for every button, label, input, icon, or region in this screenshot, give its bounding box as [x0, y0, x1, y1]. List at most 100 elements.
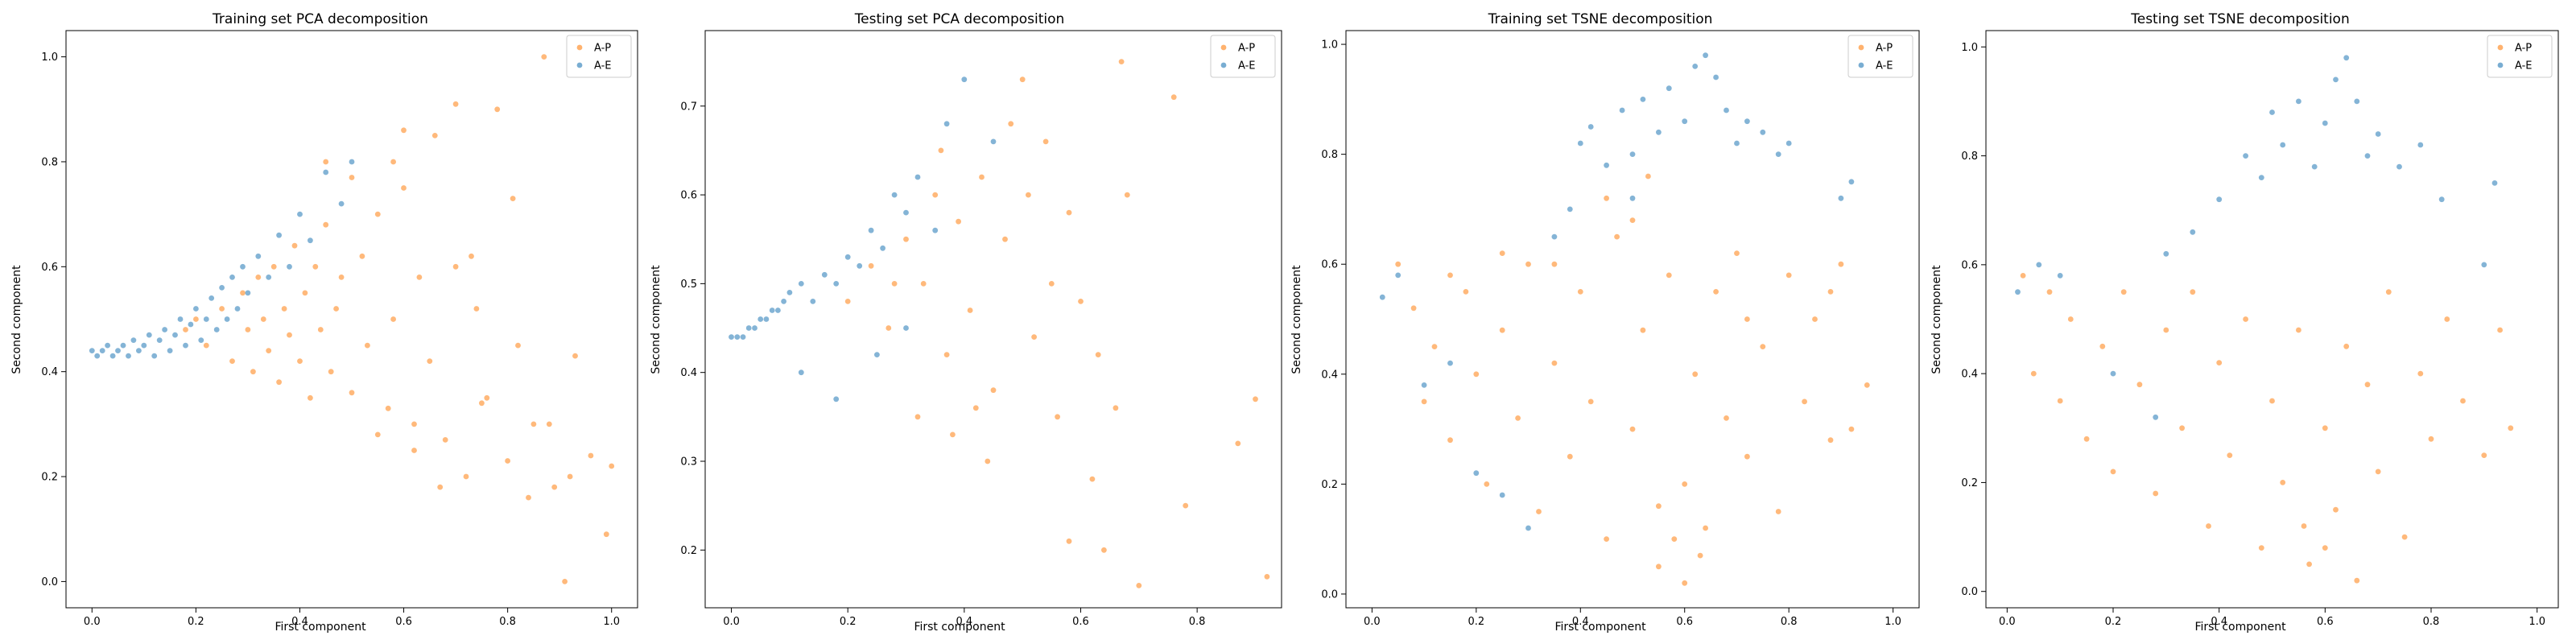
point-a-p: [452, 263, 459, 270]
point-a-p: [287, 332, 292, 338]
point-a-e: [769, 308, 775, 313]
point-a-e: [1734, 140, 1740, 147]
point-a-e: [874, 352, 880, 357]
point-a-e: [1666, 85, 1672, 92]
point-a-p: [551, 484, 558, 490]
point-a-e: [1775, 151, 1781, 158]
point-a-p: [317, 327, 324, 332]
point-a-p: [1551, 360, 1558, 366]
point-a-p: [1734, 250, 1740, 256]
point-a-e: [213, 327, 220, 332]
y-tick-label: 0.0: [41, 576, 58, 588]
point-a-p: [972, 405, 979, 411]
point-a-e: [2190, 229, 2196, 235]
point-a-p: [1473, 371, 1480, 378]
point-a-p: [1864, 382, 1870, 388]
point-a-p: [2153, 490, 2159, 497]
point-a-p: [365, 342, 370, 349]
y-tick-label: 0.0: [1321, 588, 1338, 601]
point-a-p: [1536, 509, 1542, 514]
point-a-e: [287, 263, 292, 270]
point-a-p: [245, 327, 251, 332]
y-tick-label: 1.0: [1961, 42, 1978, 54]
point-a-e: [245, 290, 251, 296]
point-a-p: [2099, 343, 2106, 349]
point-a-p: [2444, 316, 2450, 322]
x-tick-label: 0.2: [2105, 616, 2122, 628]
point-a-e: [734, 334, 741, 340]
point-a-p: [411, 448, 417, 453]
point-a-p: [276, 379, 282, 386]
point-a-p: [932, 192, 939, 198]
point-a-p: [2322, 545, 2328, 551]
axes-frame: [1985, 30, 2559, 609]
x-tick-label: 0.6: [1676, 616, 1693, 628]
point-a-p: [950, 431, 956, 438]
point-a-e: [1619, 107, 1625, 114]
point-a-p: [603, 531, 609, 538]
point-a-p: [868, 262, 874, 269]
point-a-p: [1002, 236, 1008, 242]
point-a-p: [1760, 344, 1766, 349]
legend: A-P A-E: [1210, 35, 1276, 78]
point-a-p: [452, 101, 459, 107]
point-a-p: [1577, 289, 1583, 295]
point-a-e: [1760, 129, 1766, 135]
point-a-p: [349, 175, 355, 180]
y-tick-label: 0.6: [1321, 259, 1338, 271]
point-a-p: [1645, 173, 1651, 180]
y-axis-label: Second component: [1930, 265, 1943, 374]
x-tick-label: 1.0: [603, 616, 620, 628]
x-tick-label: 0.8: [499, 616, 516, 628]
point-a-e: [1499, 492, 1505, 498]
point-a-p: [546, 421, 552, 427]
point-a-p: [1113, 405, 1119, 411]
point-a-e: [1785, 140, 1792, 147]
point-a-e: [203, 316, 209, 322]
point-a-p: [1629, 217, 1636, 223]
legend-label: A-P: [2515, 43, 2532, 55]
point-a-p: [1055, 414, 1060, 420]
point-a-e: [1703, 52, 1709, 59]
point-a-p: [281, 306, 287, 312]
point-a-p: [956, 218, 961, 225]
point-a-e: [758, 316, 764, 322]
point-a-p: [1421, 398, 1427, 405]
point-a-p: [505, 458, 510, 464]
point-a-e: [2015, 289, 2021, 295]
point-a-p: [1666, 272, 1672, 279]
point-a-p: [1744, 316, 1750, 322]
point-a-e: [99, 348, 105, 353]
point-a-p: [193, 316, 199, 322]
x-tick-label: 0.4: [1572, 616, 1589, 628]
point-a-p: [359, 253, 365, 259]
point-a-p: [2401, 534, 2408, 540]
point-a-p: [302, 290, 308, 296]
point-a-e: [833, 396, 840, 402]
point-a-p: [203, 342, 209, 349]
point-a-e: [914, 174, 921, 180]
point-a-p: [416, 275, 423, 280]
legend-label: A-E: [594, 60, 612, 72]
point-a-p: [1447, 272, 1453, 279]
legend-label: A-E: [1876, 60, 1893, 72]
point-a-e: [193, 306, 199, 312]
point-a-p: [1697, 552, 1703, 559]
scatter-points: [1379, 52, 1870, 586]
legend-marker-a-p: [1858, 44, 1864, 51]
point-a-e: [844, 254, 851, 260]
point-a-p: [484, 394, 490, 401]
y-tick-label: 0.4: [680, 367, 697, 379]
legend-box: [566, 35, 632, 78]
point-a-p: [1604, 536, 1609, 542]
point-a-p: [2508, 425, 2514, 431]
point-a-e: [857, 262, 863, 269]
point-a-e: [323, 169, 329, 175]
point-a-p: [1682, 481, 1688, 487]
point-a-p: [2497, 327, 2504, 333]
point-a-p: [572, 353, 578, 359]
point-a-p: [1692, 371, 1699, 378]
point-a-e: [208, 295, 215, 301]
point-a-p: [1095, 352, 1101, 357]
x-tick-label: 1.0: [2529, 616, 2545, 628]
